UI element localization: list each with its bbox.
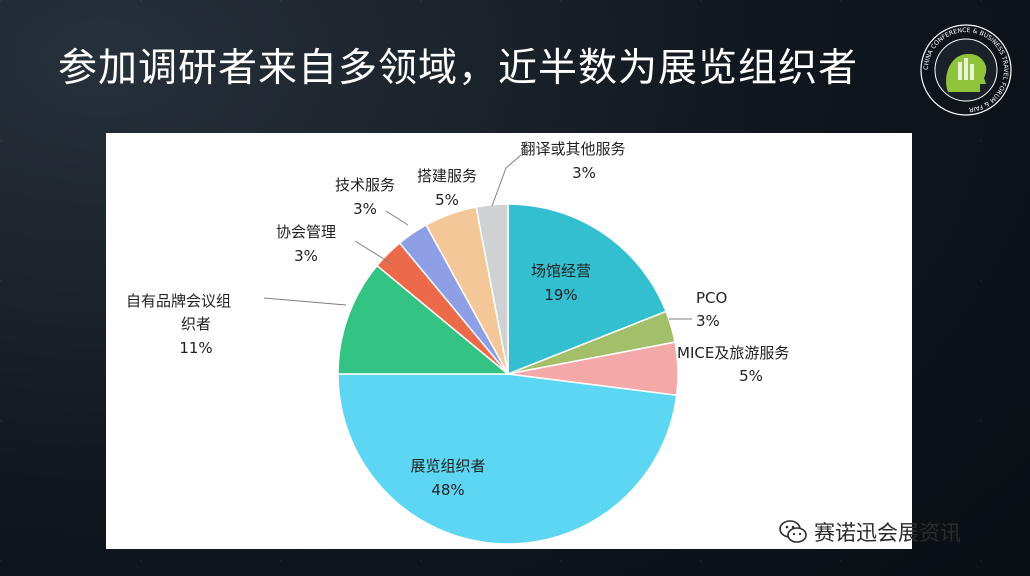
slice-label-3: MICE及旅游服务	[677, 344, 789, 362]
slice-value-4: 48%	[431, 481, 464, 499]
slice-label-4: 展览组织者	[410, 457, 485, 475]
wechat-icon	[779, 520, 807, 543]
forum-logo: CHINA CONFERENCE & BUSINESS TRAVEL FORUM…	[918, 22, 1014, 118]
pie-slice-4	[337, 373, 678, 545]
forum-logo-icon: CHINA CONFERENCE & BUSINESS TRAVEL FORUM…	[920, 24, 1012, 116]
pie-slices	[337, 203, 679, 545]
slice-value-9: 3%	[572, 164, 596, 182]
pie-labels: 场馆经营 19% PCO 3% MICE及旅游服务 5% 展览组织者 48% 自有品牌会议组织者…	[126, 140, 789, 499]
slice-value-7: 3%	[353, 200, 377, 218]
pie-slice-5	[337, 264, 511, 375]
pie-slice-1	[507, 203, 668, 376]
slide-title: 参加调研者来自多领域，近半数为展览组织者	[58, 46, 859, 91]
slice-label-7: 技术服务	[335, 176, 395, 194]
pie-chart: 场馆经营 19% PCO 3% MICE及旅游服务 5% 展览组织者 48% 自有品牌会议组织者…	[126, 140, 789, 545]
chart-panel: 场馆经营 19% PCO 3% MICE及旅游服务 5% 展览组织者 48% 自有品牌会议组织者…	[106, 133, 912, 549]
leader-line-5	[263, 297, 347, 306]
watermark-text: 赛诺迅会展资讯	[814, 521, 961, 545]
slice-value-2: 3%	[696, 312, 720, 330]
slice-label-5-line2: 织者	[181, 315, 211, 333]
pie-leader-lines	[263, 154, 692, 320]
slice-label-1: 场馆经营	[531, 262, 591, 280]
slice-value-8: 5%	[435, 191, 459, 209]
leader-line-6	[354, 240, 393, 265]
slice-value-3: 5%	[739, 367, 763, 385]
watermark: 赛诺迅会展资讯	[778, 515, 961, 549]
slice-label-9: 翻译或其他服务	[520, 140, 625, 158]
leader-line-7	[385, 210, 409, 226]
slice-label-6: 协会管理	[276, 223, 336, 241]
slice-value-5: 11%	[179, 339, 212, 357]
slice-value-6: 3%	[294, 247, 318, 265]
slice-label-5: 自有品牌会议组	[126, 292, 231, 310]
slice-label-8: 搭建服务	[417, 167, 477, 185]
logo-ring-outer	[920, 24, 1012, 116]
leader-line-9	[491, 154, 522, 207]
logo-head-icon	[946, 53, 987, 92]
slice-label-2: PCO	[696, 289, 727, 307]
slice-value-1: 19%	[544, 286, 577, 304]
